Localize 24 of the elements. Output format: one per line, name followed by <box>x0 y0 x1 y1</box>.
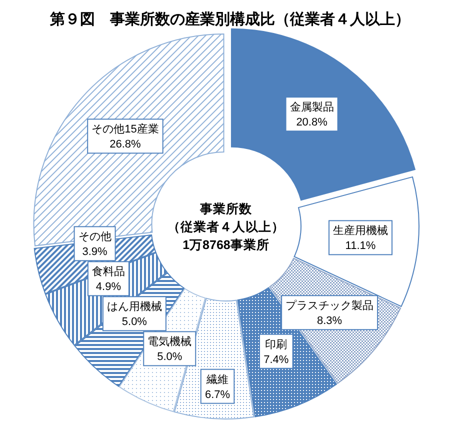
data-label: 26.8% <box>110 138 142 151</box>
data-label: 20.8% <box>296 116 328 129</box>
data-label: 7.4% <box>264 354 289 366</box>
data-label: 5.0% <box>157 351 182 364</box>
text: 事業所数 <box>199 201 253 216</box>
slice-label: 電気機械 <box>148 335 192 348</box>
data-label: 5.0% <box>122 316 148 328</box>
data-label: 11.1% <box>345 240 376 252</box>
slice-label: 印刷 <box>265 338 288 351</box>
slice-label: はん用機械 <box>106 300 162 314</box>
slice-label: 金属製品 <box>290 100 334 114</box>
data-label: 3.9% <box>82 246 108 258</box>
chart-title: 第９図 事業所数の産業別構成比（従業者４人以上） <box>49 10 410 28</box>
slice-label: その他15産業 <box>92 122 159 136</box>
data-label: 4.9% <box>96 281 122 294</box>
slice-label: 生産用機械 <box>332 224 388 238</box>
slice-label: プラスチック製品 <box>286 299 374 312</box>
slice-label: 繊維 <box>206 372 229 386</box>
text: 1万8768事業所 <box>182 237 270 252</box>
data-label: 8.3% <box>317 315 342 328</box>
slice-label: 食料品 <box>92 265 125 278</box>
slice-label: その他 <box>78 231 112 244</box>
data-label: 6.7% <box>204 388 230 401</box>
text: （従業者４人以上） <box>168 220 284 234</box>
